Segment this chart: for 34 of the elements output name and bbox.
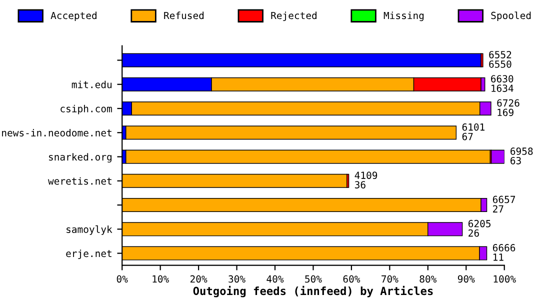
y-tick-label: csiph.com: [60, 104, 112, 114]
annotation: 6205 26: [468, 220, 490, 237]
x-tick-label: 50%: [305, 275, 322, 283]
legend-label: Spooled: [491, 12, 531, 22]
annotation: 6552 6550: [489, 50, 512, 68]
x-tick-label: 40%: [266, 275, 284, 283]
y-tick-label: snarked.org: [49, 153, 112, 163]
legend-label: Refused: [164, 12, 204, 20]
x-tick-label: 10%: [152, 275, 169, 283]
legend-label: Accepted: [50, 12, 96, 22]
annotation: 6101 67: [462, 123, 484, 140]
x-tick-label: 80%: [420, 275, 437, 283]
y-tick-label: mit.edu: [72, 80, 112, 88]
x-tick-label: 60%: [343, 275, 360, 283]
text: 6958 63: [510, 148, 533, 164]
annotation: 6657 27: [492, 196, 516, 212]
legend-label: Rejected: [271, 12, 316, 22]
x-tick-label: 100%: [494, 275, 516, 283]
legend-label: Missing: [384, 12, 424, 22]
x-tick-label: 70%: [382, 275, 398, 283]
annotation: 6726 169: [497, 99, 520, 116]
y-tick-label: erje.net: [66, 250, 112, 260]
x-tick-label: 20%: [190, 275, 208, 283]
x-axis-title: Outgoing feeds (innfeed) by Articles: [193, 286, 433, 298]
x-tick-label: 90%: [458, 275, 475, 283]
annotation: 6630 1634: [491, 75, 514, 92]
annotation: 4109 36: [354, 172, 378, 188]
annotation: 6666 11: [492, 244, 516, 261]
y-tick-label: weretis.net: [48, 177, 112, 185]
x-tick-label: 30%: [228, 275, 246, 283]
y-tick-label: news-in.neodome.net: [2, 128, 112, 136]
y-tick-label: samoylyk: [66, 225, 112, 235]
x-tick-label: 0%: [116, 275, 128, 283]
bar: [126, 126, 457, 140]
